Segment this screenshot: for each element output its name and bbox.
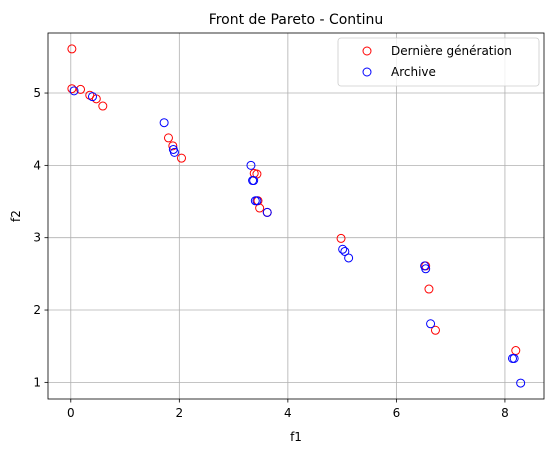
chart-title: Front de Pareto - Continu [209,12,384,28]
derniere-generation-point [67,84,77,94]
x-tick-label: 4 [284,406,292,420]
archive-point [262,207,272,217]
archive-point [344,253,354,263]
x-tick-label: 8 [501,406,509,420]
derniere-generation-point [511,346,521,356]
legend-marker-derniere-generation [362,46,372,56]
grid [48,33,544,399]
legend-box [337,37,540,87]
x-axis-label: f1 [290,430,302,444]
plot-frame [47,32,545,400]
derniere-generation-point [336,233,346,243]
y-tick-label: 5 [33,86,41,100]
derniere-generation-point [430,325,440,335]
x-tick-label: 0 [67,406,75,420]
archive-point [252,196,262,206]
archive-point [426,319,436,329]
legend-label-derniere-generation: Dernière génération [391,44,512,58]
archive-point [340,246,350,256]
archive-point [421,264,431,274]
archive-point [249,176,259,186]
archive-point [69,86,79,96]
derniere-generation-point [168,141,178,151]
y-tick-label: 4 [33,158,41,172]
archive-point [516,378,526,388]
x-tick-label: 6 [393,406,401,420]
derniere-generation-point [76,84,86,94]
derniere-generation-point [424,284,434,294]
archive-point [159,118,169,128]
legend-marker-archive [362,67,372,77]
derniere-generation-point [67,44,77,54]
derniere-generation-point [98,101,108,111]
archive-point [509,353,519,363]
x-tick-label: 2 [176,406,184,420]
archive-point [87,92,97,102]
axis-ticks: 0 2 4 6 8 1 2 3 4 5 [33,86,508,420]
y-axis-label: f2 [9,210,23,222]
derniere-generation-point [163,133,173,143]
legend-label-archive: Archive [391,65,436,79]
archive-point [338,244,348,254]
archive-point [246,160,256,170]
legend: Dernière génération Archive [337,37,540,87]
archive-point [169,147,179,157]
y-tick-label: 3 [33,231,41,245]
y-tick-label: 2 [33,303,41,317]
y-tick-label: 1 [33,375,41,389]
data-points [67,44,526,388]
derniere-generation-point [176,153,186,163]
